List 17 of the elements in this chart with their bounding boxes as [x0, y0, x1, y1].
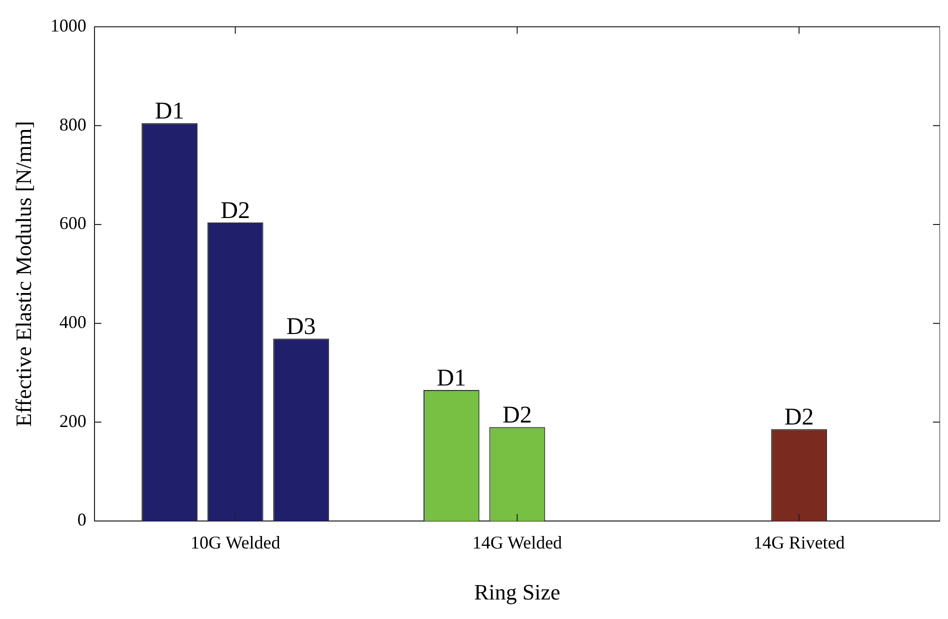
y-tick-label: 800 — [59, 114, 86, 134]
x-tick-label: 14G Riveted — [753, 532, 845, 553]
y-tick-label: 1000 — [50, 16, 86, 36]
y-tick-label: 400 — [59, 312, 86, 332]
y-tick-label: 0 — [77, 510, 86, 530]
y-tick-label: 200 — [59, 410, 86, 431]
x-tick-label: 14G Welded — [472, 532, 562, 553]
y-tick-label: 600 — [59, 213, 86, 234]
x-axis-title: Ring Size — [474, 580, 560, 605]
x-tick-label: 10G Welded — [190, 532, 280, 553]
series-label: D3 — [286, 314, 316, 340]
text: D2 — [784, 404, 814, 430]
series-label: D1 — [154, 98, 184, 124]
text: D2 — [502, 402, 532, 428]
y-axis-title: Effective Elastic Modulus [N/mm] — [10, 121, 36, 427]
text: D1 — [436, 365, 466, 392]
series-label: D2 — [220, 198, 250, 224]
